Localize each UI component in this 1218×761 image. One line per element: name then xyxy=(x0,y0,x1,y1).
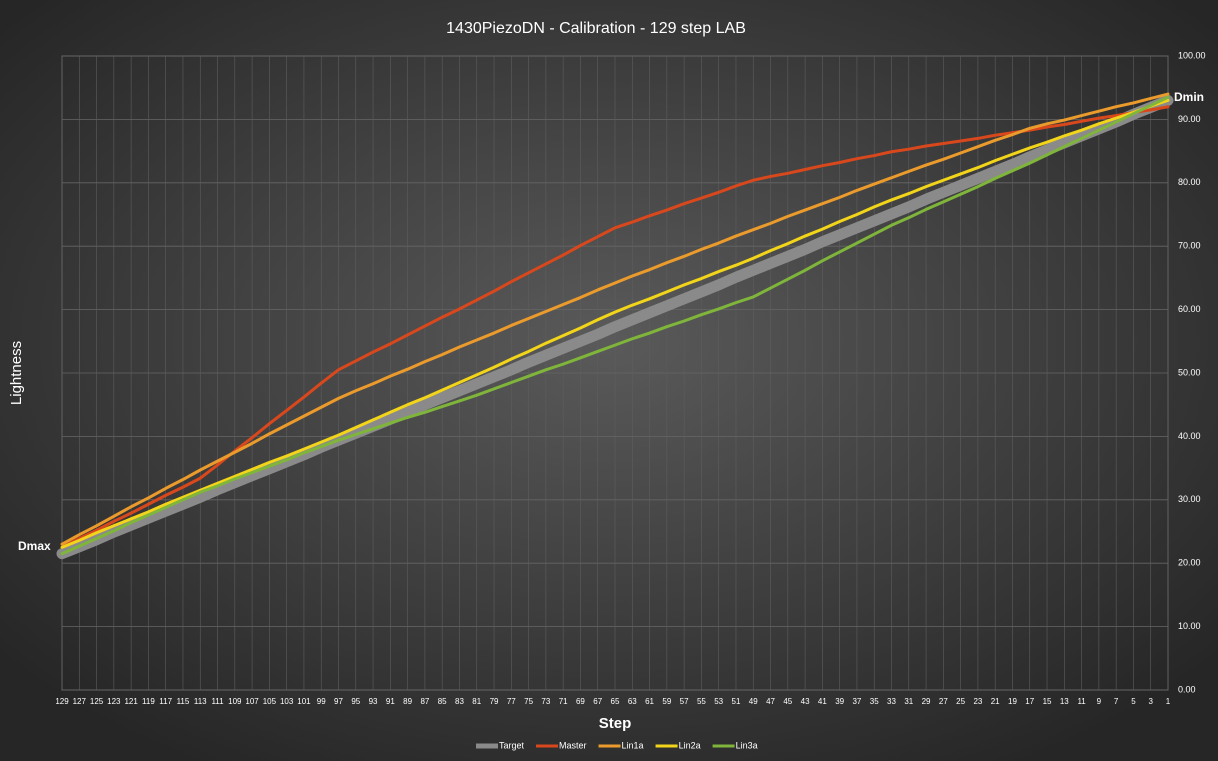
x-tick-label: 93 xyxy=(369,697,378,706)
series-line xyxy=(60,95,1170,556)
y-tick-label: 10.00 xyxy=(1178,621,1201,631)
x-tick-label: 83 xyxy=(455,697,464,706)
series-line xyxy=(60,105,1170,549)
x-tick-label: 27 xyxy=(939,697,948,706)
x-tick-label: 21 xyxy=(991,697,1000,706)
y-tick-label: 90.00 xyxy=(1178,114,1201,124)
annotation: Dmax xyxy=(18,539,51,553)
y-tick-label: 50.00 xyxy=(1178,367,1201,377)
x-tick-label: 113 xyxy=(194,697,207,706)
x-tick-label: 57 xyxy=(680,697,689,706)
x-tick-label: 75 xyxy=(524,697,533,706)
x-tick-label: 5 xyxy=(1131,697,1136,706)
x-tick-label: 13 xyxy=(1060,697,1069,706)
x-tick-label: 129 xyxy=(55,697,69,706)
x-tick-label: 3 xyxy=(1148,697,1153,706)
y-tick-label: 80.00 xyxy=(1178,177,1201,187)
x-tick-label: 69 xyxy=(576,697,585,706)
x-tick-label: 31 xyxy=(904,697,913,706)
x-tick-label: 17 xyxy=(1025,697,1034,706)
x-tick-label: 121 xyxy=(124,697,138,706)
x-tick-label: 91 xyxy=(386,697,395,706)
x-tick-label: 59 xyxy=(662,697,671,706)
x-tick-label: 67 xyxy=(593,697,602,706)
annotation: Dmin xyxy=(1174,90,1204,104)
legend-label: Target xyxy=(499,740,525,750)
x-tick-label: 25 xyxy=(956,697,965,706)
x-tick-label: 37 xyxy=(852,697,861,706)
x-tick-label: 123 xyxy=(107,697,121,706)
x-tick-label: 97 xyxy=(334,697,343,706)
x-tick-label: 43 xyxy=(801,697,810,706)
x-tick-label: 103 xyxy=(280,697,294,706)
x-tick-label: 61 xyxy=(645,697,654,706)
x-tick-label: 1 xyxy=(1166,697,1171,706)
x-tick-label: 47 xyxy=(766,697,775,706)
x-tick-label: 41 xyxy=(818,697,827,706)
x-tick-label: 77 xyxy=(507,697,516,706)
x-tick-label: 107 xyxy=(245,697,259,706)
x-tick-label: 29 xyxy=(922,697,931,706)
y-tick-label: 100.00 xyxy=(1178,50,1206,60)
y-tick-label: 70.00 xyxy=(1178,241,1201,251)
x-tick-label: 53 xyxy=(714,697,723,706)
x-tick-label: 87 xyxy=(420,697,429,706)
x-tick-label: 99 xyxy=(317,697,326,706)
y-tick-label: 40.00 xyxy=(1178,431,1201,441)
x-tick-label: 65 xyxy=(611,697,620,706)
x-tick-label: 71 xyxy=(559,697,568,706)
x-tick-label: 115 xyxy=(177,697,190,706)
x-tick-label: 127 xyxy=(73,697,87,706)
x-tick-label: 81 xyxy=(472,697,481,706)
x-tick-label: 119 xyxy=(142,697,155,706)
y-tick-label: 30.00 xyxy=(1178,494,1201,504)
y-tick-label: 60.00 xyxy=(1178,304,1201,314)
x-tick-label: 51 xyxy=(732,697,741,706)
y-tick-label: 20.00 xyxy=(1178,558,1201,568)
x-tick-label: 33 xyxy=(887,697,896,706)
x-tick-label: 101 xyxy=(297,697,311,706)
x-tick-label: 109 xyxy=(228,697,242,706)
chart-title: 1430PiezoDN - Calibration - 129 step LAB xyxy=(446,20,746,37)
legend-label: Lin2a xyxy=(679,740,701,750)
x-tick-label: 105 xyxy=(263,697,277,706)
series-line xyxy=(60,98,1170,549)
x-tick-label: 49 xyxy=(749,697,758,706)
legend-label: Master xyxy=(559,740,587,750)
x-tick-label: 73 xyxy=(541,697,550,706)
x-tick-label: 7 xyxy=(1114,697,1119,706)
x-tick-label: 39 xyxy=(835,697,844,706)
y-axis-title: Lightness xyxy=(8,341,25,405)
x-tick-label: 85 xyxy=(438,697,447,706)
x-tick-label: 9 xyxy=(1097,697,1102,706)
x-tick-label: 117 xyxy=(159,697,172,706)
x-axis-title: Step xyxy=(599,715,632,732)
legend-label: Lin1a xyxy=(622,740,644,750)
series-line xyxy=(60,92,1170,546)
target-band xyxy=(56,94,1174,560)
x-tick-label: 19 xyxy=(1008,697,1017,706)
x-tick-label: 11 xyxy=(1077,697,1086,706)
x-tick-label: 23 xyxy=(973,697,982,706)
x-tick-label: 95 xyxy=(351,697,360,706)
legend-label: Lin3a xyxy=(736,740,758,750)
x-tick-label: 111 xyxy=(211,697,224,706)
x-tick-label: 125 xyxy=(90,697,104,706)
x-tick-label: 45 xyxy=(783,697,792,706)
x-tick-label: 89 xyxy=(403,697,412,706)
x-tick-label: 15 xyxy=(1043,697,1052,706)
x-tick-label: 63 xyxy=(628,697,637,706)
x-tick-label: 55 xyxy=(697,697,706,706)
x-tick-label: 35 xyxy=(870,697,879,706)
x-tick-label: 79 xyxy=(490,697,499,706)
y-tick-label: 0.00 xyxy=(1178,684,1196,694)
